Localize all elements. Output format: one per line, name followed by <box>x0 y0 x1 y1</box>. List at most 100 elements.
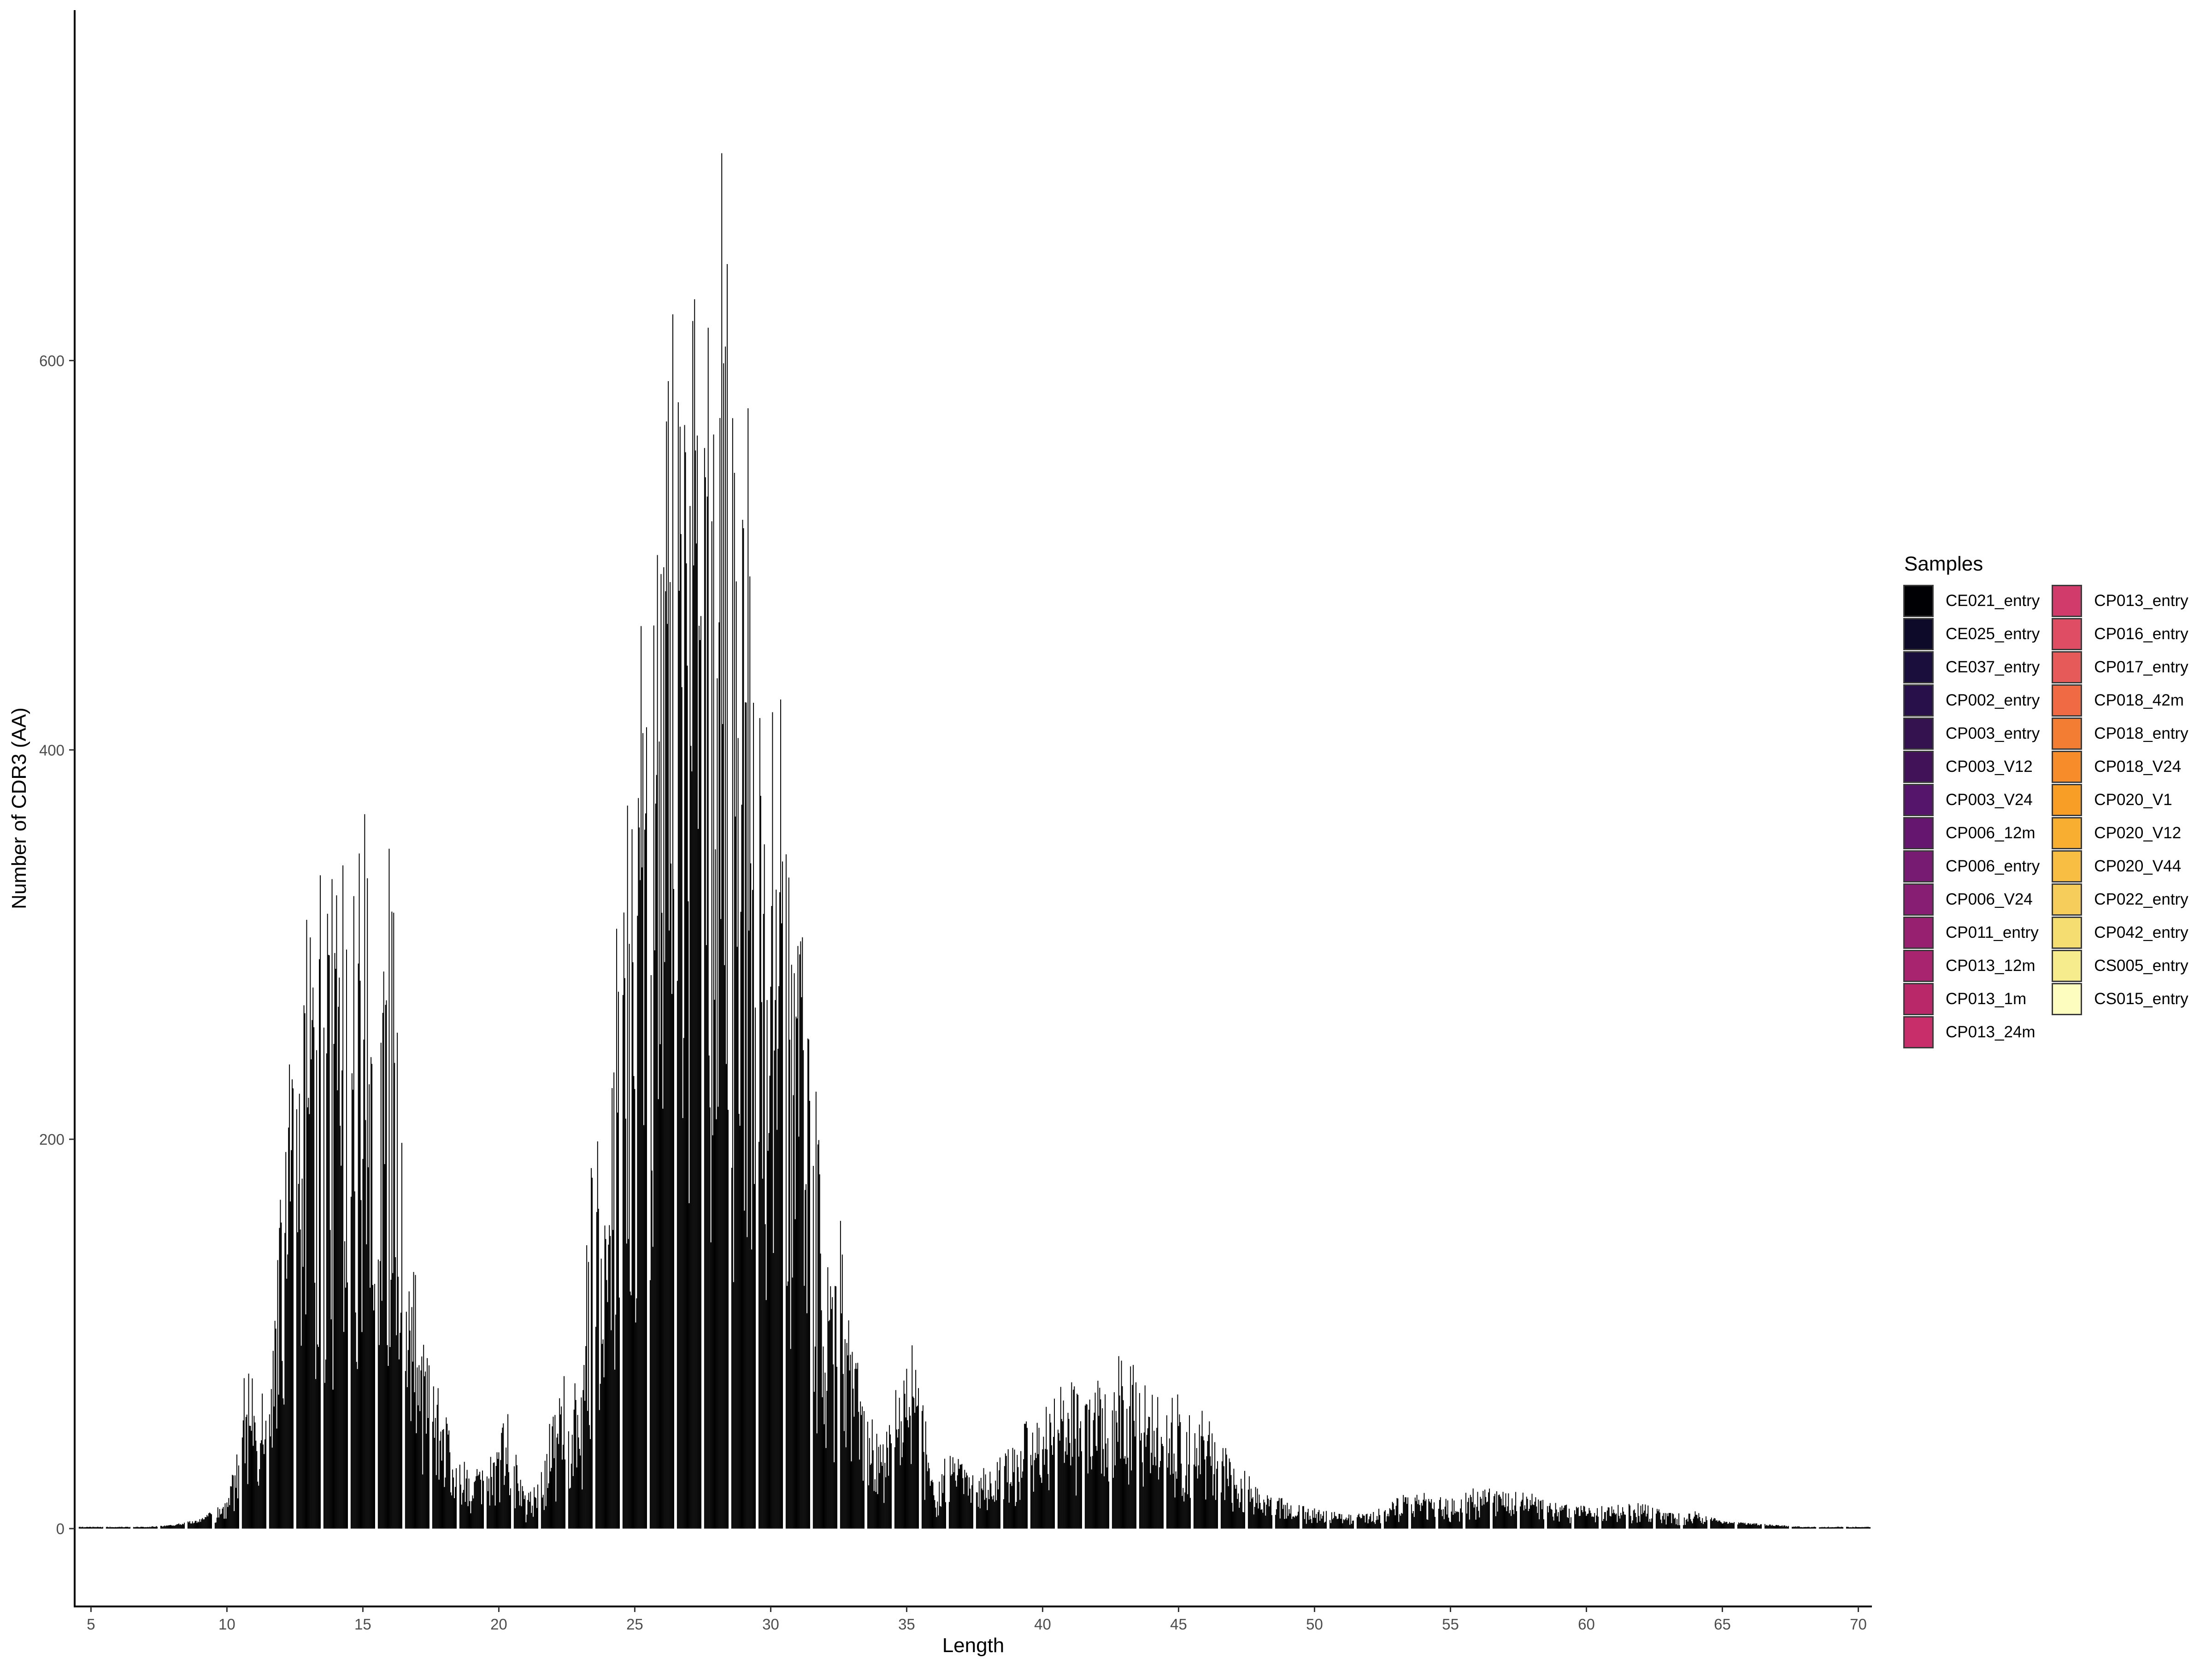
bar <box>692 321 694 1529</box>
bar <box>793 1095 794 1529</box>
x-tick-label: 35 <box>898 1616 915 1633</box>
bar <box>646 727 647 1529</box>
legend-key <box>2052 718 2083 750</box>
bar <box>1425 1499 1427 1529</box>
bar <box>972 1475 973 1529</box>
bar <box>989 1471 991 1529</box>
bar <box>491 1477 492 1529</box>
bar <box>1836 1527 1837 1529</box>
legend-key <box>2052 751 2083 783</box>
bar <box>138 1527 140 1529</box>
bar <box>1475 1519 1477 1529</box>
bar <box>953 1472 954 1529</box>
bar <box>992 1499 994 1529</box>
bar <box>1686 1518 1688 1529</box>
bar <box>970 1488 971 1529</box>
bar <box>580 1455 581 1529</box>
bar <box>1595 1522 1596 1529</box>
bar <box>147 1527 149 1529</box>
bar <box>1862 1527 1864 1529</box>
bar <box>1134 1420 1135 1529</box>
bar <box>1179 1414 1180 1529</box>
bar <box>79 1527 81 1529</box>
bar <box>1782 1525 1783 1529</box>
bar <box>1383 1511 1385 1529</box>
bar <box>874 1479 876 1529</box>
bar <box>505 1476 506 1529</box>
legend-label: CP013_1m <box>1946 990 2027 1008</box>
bar <box>1370 1513 1371 1529</box>
bar <box>533 1517 534 1529</box>
bar <box>777 1048 779 1529</box>
bar <box>1278 1498 1280 1529</box>
bar <box>1609 1516 1611 1529</box>
bar <box>1540 1501 1541 1529</box>
bar <box>1822 1527 1824 1529</box>
bar <box>559 1398 560 1529</box>
bar <box>108 1527 110 1529</box>
bar <box>1320 1514 1322 1529</box>
bar <box>1099 1388 1100 1529</box>
bar <box>180 1524 182 1529</box>
bar <box>963 1494 965 1529</box>
bar <box>102 1527 103 1529</box>
bar <box>1550 1509 1552 1529</box>
bar <box>1454 1513 1456 1529</box>
bar <box>86 1527 87 1529</box>
bar <box>1251 1498 1253 1529</box>
bar <box>1711 1518 1712 1529</box>
bar <box>1743 1524 1745 1529</box>
bar <box>296 1109 297 1529</box>
bar <box>1631 1523 1632 1529</box>
bar <box>1813 1527 1815 1529</box>
bar <box>1341 1514 1342 1529</box>
bar <box>1830 1527 1832 1529</box>
bar <box>1497 1512 1498 1529</box>
bar <box>1041 1483 1042 1529</box>
bar <box>1716 1520 1718 1529</box>
bar <box>270 1436 271 1529</box>
bar <box>1846 1527 1847 1529</box>
bar <box>954 1463 955 1529</box>
bar <box>454 1498 455 1529</box>
bar <box>329 1230 331 1529</box>
bar <box>312 987 314 1529</box>
bar <box>778 986 780 1529</box>
bar <box>363 1039 365 1529</box>
bar <box>735 581 737 1529</box>
bar <box>93 1527 94 1529</box>
bar <box>274 1321 276 1529</box>
bar <box>1849 1527 1851 1529</box>
bar <box>1814 1526 1816 1529</box>
bar <box>718 622 720 1529</box>
bar <box>872 1450 874 1529</box>
bar <box>1499 1494 1500 1529</box>
bar <box>1159 1467 1160 1529</box>
bar <box>1535 1497 1536 1529</box>
bar <box>1779 1526 1780 1529</box>
bar <box>1703 1524 1704 1529</box>
bar <box>1155 1465 1157 1529</box>
bar <box>1322 1516 1324 1529</box>
bar <box>476 1476 477 1529</box>
legend-item: CP020_V44 <box>2052 850 2188 883</box>
bar <box>1870 1527 1871 1529</box>
bar <box>1610 1516 1612 1529</box>
bar <box>941 1474 943 1529</box>
bar <box>1065 1437 1067 1529</box>
bar <box>425 1371 426 1529</box>
bar <box>1650 1522 1652 1529</box>
bar <box>1678 1513 1680 1529</box>
bar <box>1066 1454 1068 1529</box>
bar <box>858 1412 859 1529</box>
legend-label: CP018_entry <box>2094 724 2188 742</box>
bar <box>199 1519 200 1529</box>
bar <box>1107 1438 1109 1529</box>
bar <box>976 1492 977 1529</box>
bar <box>1632 1520 1633 1529</box>
bar <box>997 1462 998 1529</box>
bar <box>1064 1463 1065 1529</box>
bar <box>977 1492 978 1529</box>
bar <box>316 1050 318 1529</box>
bar <box>235 1488 237 1529</box>
